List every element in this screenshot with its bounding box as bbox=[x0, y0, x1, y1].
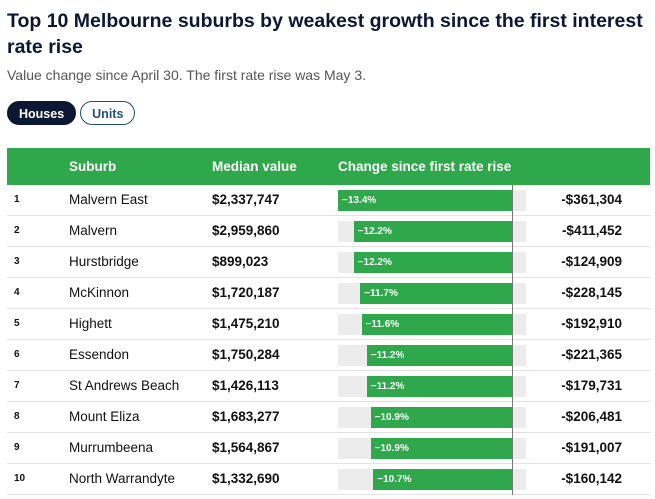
chart-title: Top 10 Melbourne suburbs by weakest grow… bbox=[7, 10, 643, 58]
table-row: 8 Mount Eliza $1,683,277 −10.9% -$206,481 bbox=[7, 402, 650, 433]
change-bar-track: −11.6% bbox=[338, 314, 526, 335]
row-suburb: Essendon bbox=[69, 347, 130, 362]
change-bar-track: −11.2% bbox=[338, 345, 526, 366]
row-rank: 2 bbox=[14, 225, 20, 236]
row-rank: 1 bbox=[14, 194, 20, 205]
row-suburb: Mount Eliza bbox=[69, 409, 140, 424]
change-bar-track: −11.7% bbox=[338, 283, 526, 304]
row-rank: 10 bbox=[14, 473, 26, 484]
change-bar: −11.7% bbox=[360, 283, 513, 304]
row-median-value: $1,564,867 bbox=[212, 440, 280, 455]
row-median-value: $1,720,187 bbox=[212, 285, 280, 300]
table-row: 7 St Andrews Beach $1,426,113 −11.2% -$179,7… bbox=[7, 371, 650, 402]
row-suburb: St Andrews Beach bbox=[69, 378, 180, 393]
table-row: 1 Malvern East $2,337,747 −13.4% -$361,304 bbox=[7, 185, 650, 216]
row-suburb: Malvern East bbox=[69, 192, 148, 207]
row-rank: 6 bbox=[14, 349, 20, 360]
row-change-amount: -$191,007 bbox=[561, 440, 622, 455]
table-row: 2 Malvern $2,959,860 −12.2% -$411,452 bbox=[7, 216, 650, 247]
header-change[interactable]: Change since first rate rise bbox=[338, 159, 512, 174]
table-row: 9 Murrumbeena $1,564,867 −10.9% -$191,007 bbox=[7, 433, 650, 464]
table-row: 10 North Warrandyte $1,332,690 −10.7% -$160,… bbox=[7, 464, 650, 495]
header-median-value[interactable]: Median value bbox=[212, 159, 297, 174]
row-median-value: $1,426,113 bbox=[212, 378, 279, 393]
row-change-amount: -$179,731 bbox=[561, 378, 622, 393]
change-bar-track: −12.2% bbox=[338, 221, 526, 242]
row-suburb: Malvern bbox=[69, 223, 118, 238]
zero-axis-line bbox=[512, 185, 513, 495]
row-median-value: $1,683,277 bbox=[212, 409, 280, 424]
change-bar: −10.9% bbox=[370, 407, 513, 428]
row-median-value: $2,337,747 bbox=[212, 192, 280, 207]
row-rank: 3 bbox=[14, 256, 20, 267]
row-rank: 7 bbox=[14, 380, 20, 391]
row-median-value: $1,750,284 bbox=[212, 347, 280, 362]
change-bar: −10.7% bbox=[373, 469, 513, 490]
table-body: 1 Malvern East $2,337,747 −13.4% -$361,304 2 M… bbox=[7, 185, 650, 495]
change-bar: −10.9% bbox=[370, 438, 513, 459]
row-rank: 4 bbox=[14, 287, 20, 298]
row-change-amount: -$361,304 bbox=[561, 192, 622, 207]
row-change-amount: -$411,452 bbox=[561, 223, 622, 238]
row-suburb: North Warrandyte bbox=[69, 471, 176, 486]
row-median-value: $1,475,210 bbox=[212, 316, 280, 331]
row-median-value: $1,332,690 bbox=[212, 471, 280, 486]
row-change-amount: -$206,481 bbox=[561, 409, 622, 424]
table-row: 5 Highett $1,475,210 −11.6% -$192,910 bbox=[7, 309, 650, 340]
change-bar-track: −13.4% bbox=[338, 190, 526, 211]
table-row: 6 Essendon $1,750,284 −11.2% -$221,365 bbox=[7, 340, 650, 371]
row-suburb: Highett bbox=[69, 316, 112, 331]
change-bar: −12.2% bbox=[353, 252, 513, 273]
row-rank: 9 bbox=[14, 442, 20, 453]
chart-subtitle: Value change since April 30. The first r… bbox=[7, 67, 366, 83]
header-suburb[interactable]: Suburb bbox=[69, 159, 117, 174]
change-bar-track: −11.2% bbox=[338, 376, 526, 397]
table-header: Suburb Median value Change since first r… bbox=[7, 148, 650, 185]
row-median-value: $899,023 bbox=[212, 254, 269, 269]
row-suburb: McKinnon bbox=[69, 285, 130, 300]
row-change-amount: -$124,909 bbox=[561, 254, 622, 269]
change-bar: −11.2% bbox=[366, 376, 513, 397]
table-row: 3 Hurstbridge $899,023 −12.2% -$124,909 bbox=[7, 247, 650, 278]
change-bar-track: −10.7% bbox=[338, 469, 526, 490]
change-bar: −12.2% bbox=[353, 221, 513, 242]
change-bar: −11.6% bbox=[361, 314, 513, 335]
change-bar-track: −10.9% bbox=[338, 407, 526, 428]
suburbs-table: Suburb Median value Change since first r… bbox=[7, 148, 650, 495]
row-change-amount: -$228,145 bbox=[561, 285, 622, 300]
table-row: 4 McKinnon $1,720,187 −11.7% -$228,145 bbox=[7, 278, 650, 309]
row-change-amount: -$221,365 bbox=[561, 347, 622, 362]
change-bar-track: −12.2% bbox=[338, 252, 526, 273]
row-change-amount: -$192,910 bbox=[561, 316, 622, 331]
row-change-amount: -$160,142 bbox=[561, 471, 622, 486]
row-rank: 8 bbox=[14, 411, 20, 422]
row-median-value: $2,959,860 bbox=[212, 223, 280, 238]
row-suburb: Murrumbeena bbox=[69, 440, 154, 455]
change-bar: −13.4% bbox=[338, 190, 513, 211]
property-type-toggle: Houses Units bbox=[7, 101, 136, 125]
houses-toggle-button[interactable]: Houses bbox=[7, 101, 77, 125]
row-suburb: Hurstbridge bbox=[69, 254, 139, 269]
row-rank: 5 bbox=[14, 318, 20, 329]
change-bar: −11.2% bbox=[366, 345, 513, 366]
change-bar-track: −10.9% bbox=[338, 438, 526, 459]
units-toggle-button[interactable]: Units bbox=[80, 101, 136, 125]
